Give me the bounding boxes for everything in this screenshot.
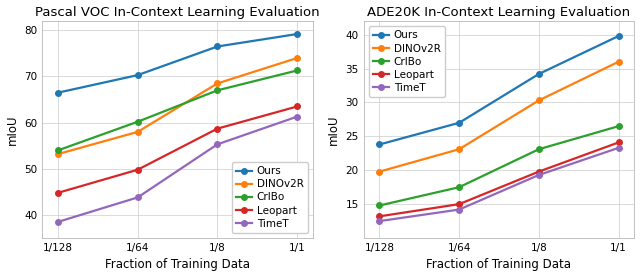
DINOv2R [214,82,221,85]
Ours [134,73,141,77]
TimeT [376,219,383,223]
Ours [535,72,543,76]
X-axis label: Fraction of Training Data: Fraction of Training Data [105,258,250,271]
Title: ADE20K In-Context Learning Evaluation: ADE20K In-Context Learning Evaluation [367,6,630,19]
Line: DINOv2R: DINOv2R [55,55,300,157]
Line: TimeT: TimeT [55,114,300,225]
CrIBo [214,89,221,92]
Ours [54,91,62,94]
TimeT [455,208,463,211]
DINOv2R [614,60,622,63]
Ours [455,121,463,124]
Line: Ours: Ours [377,33,621,147]
Leopart [376,215,383,218]
CrIBo [455,186,463,189]
Line: TimeT: TimeT [377,145,621,224]
Leopart [214,127,221,130]
Line: Ours: Ours [55,31,300,95]
X-axis label: Fraction of Training Data: Fraction of Training Data [426,258,572,271]
Ours [293,32,301,36]
DINOv2R [293,57,301,60]
CrIBo [54,149,62,152]
TimeT [293,115,301,118]
TimeT [214,143,221,146]
TimeT [614,146,622,150]
Leopart [614,141,622,144]
Legend: Ours, DINOv2R, CrIBo, Leopart, TimeT: Ours, DINOv2R, CrIBo, Leopart, TimeT [369,26,445,97]
Line: CrIBo: CrIBo [377,123,621,208]
DINOv2R [376,170,383,173]
CrIBo [293,69,301,72]
DINOv2R [455,148,463,151]
Y-axis label: mIoU: mIoU [327,114,340,145]
Ours [214,45,221,48]
DINOv2R [535,99,543,102]
Leopart [293,105,301,108]
CrIBo [614,125,622,128]
DINOv2R [134,130,141,134]
Leopart [134,168,141,171]
Line: DINOv2R: DINOv2R [377,59,621,175]
Leopart [535,170,543,173]
Title: Pascal VOC In-Context Learning Evaluation: Pascal VOC In-Context Learning Evaluatio… [35,6,320,19]
CrIBo [134,120,141,123]
TimeT [134,196,141,199]
Ours [376,143,383,146]
TimeT [54,220,62,224]
Ours [614,34,622,38]
DINOv2R [54,152,62,156]
Line: Leopart: Leopart [377,140,621,219]
Leopart [455,202,463,206]
Legend: Ours, DINOv2R, CrIBo, Leopart, TimeT: Ours, DINOv2R, CrIBo, Leopart, TimeT [232,162,308,233]
CrIBo [535,148,543,151]
Line: Leopart: Leopart [55,104,300,196]
Line: CrIBo: CrIBo [55,68,300,153]
Leopart [54,191,62,194]
Y-axis label: mIoU: mIoU [6,114,19,145]
TimeT [535,173,543,177]
CrIBo [376,204,383,207]
